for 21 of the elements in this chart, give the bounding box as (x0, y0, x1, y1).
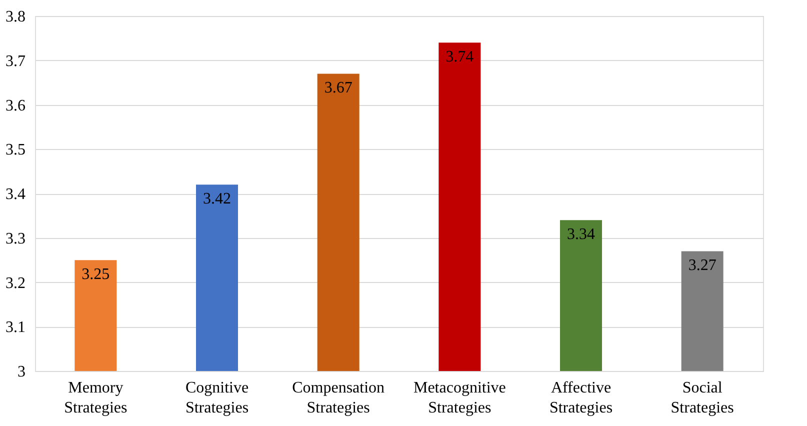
data-label: 3.34 (567, 226, 595, 244)
data-label: 3.74 (446, 48, 474, 66)
data-label: 3.67 (324, 80, 352, 97)
y-tick-label: 3 (18, 364, 26, 380)
x-tick-label: Compensation Strategies (292, 380, 385, 416)
x-tick-label: Social Strategies (670, 380, 734, 416)
y-tick-label: 3.1 (6, 319, 26, 336)
data-label: 3.42 (203, 190, 231, 208)
x-tick-label: Metacognitive Strategies (413, 380, 506, 416)
y-tick-label: 3.2 (6, 274, 26, 292)
x-tick-label: Cognitive Strategies (185, 380, 249, 416)
y-tick-label: 3.8 (6, 8, 26, 26)
x-tick-label: Affective Strategies (549, 380, 613, 416)
x-tick-label: Memory Strategies (64, 380, 128, 416)
y-tick-label: 3.3 (6, 230, 26, 248)
data-label: 3.25 (82, 266, 110, 284)
y-tick-label: 3.6 (6, 97, 26, 114)
y-tick-label: 3.4 (6, 186, 26, 203)
y-tick-label: 3.5 (6, 142, 26, 159)
data-label: 3.27 (688, 257, 716, 274)
y-tick-label: 3.7 (6, 52, 26, 70)
